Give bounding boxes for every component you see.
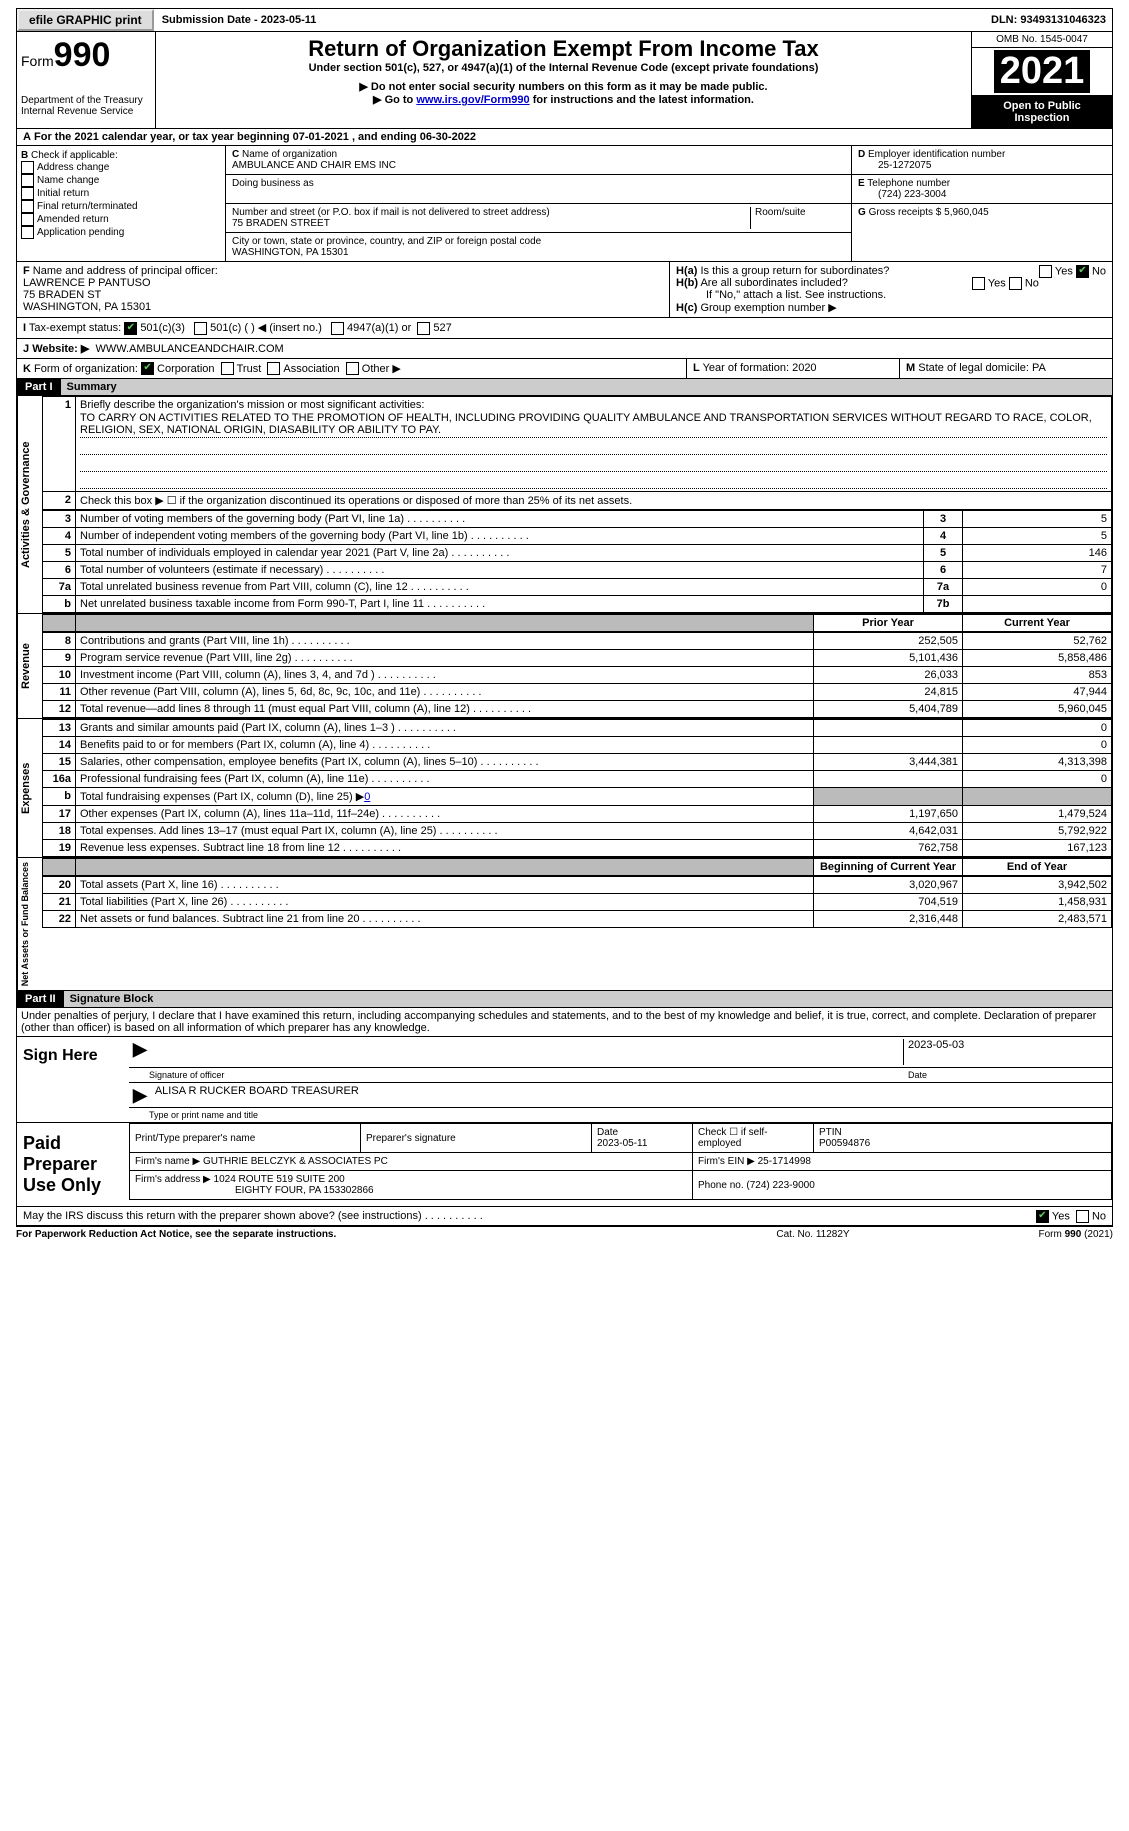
discuss-yes[interactable] <box>1036 1210 1049 1223</box>
summary-row: bTotal fundraising expenses (Part IX, co… <box>43 788 1112 806</box>
tax-4947[interactable] <box>331 322 344 335</box>
summary-row: 9Program service revenue (Part VIII, lin… <box>43 650 1112 667</box>
dept-treasury: Department of the Treasury <box>21 95 151 106</box>
expenses-section: Expenses 13Grants and similar amounts pa… <box>16 719 1113 858</box>
summary-row: 10Investment income (Part VIII, column (… <box>43 667 1112 684</box>
summary-row: 19Revenue less expenses. Subtract line 1… <box>43 840 1112 857</box>
org-other[interactable] <box>346 362 359 375</box>
org-name: AMBULANCE AND CHAIR EMS INC <box>232 160 396 171</box>
check-final[interactable] <box>21 200 34 213</box>
summary-row: 16aProfessional fundraising fees (Part I… <box>43 771 1112 788</box>
form-header: Form990 Department of the Treasury Inter… <box>16 32 1113 129</box>
summary-row: 15Salaries, other compensation, employee… <box>43 754 1112 771</box>
side-activities: Activities & Governance <box>17 396 42 613</box>
summary-row: 6Total number of volunteers (estimate if… <box>43 562 1112 579</box>
phone: (724) 223-3004 <box>858 189 946 200</box>
ha-no[interactable] <box>1076 265 1089 278</box>
summary-row: 21Total liabilities (Part X, line 26)704… <box>43 894 1112 911</box>
summary-row: 18Total expenses. Add lines 13–17 (must … <box>43 823 1112 840</box>
netassets-section: Net Assets or Fund Balances Beginning of… <box>16 858 1113 991</box>
form-subtitle: Under section 501(c), 527, or 4947(a)(1)… <box>160 62 967 74</box>
page-footer: For Paperwork Reduction Act Notice, see … <box>16 1226 1113 1240</box>
row-f-h: F Name and address of principal officer:… <box>16 262 1113 318</box>
ein: 25-1272075 <box>858 160 931 171</box>
form-title: Return of Organization Exempt From Incom… <box>160 36 967 62</box>
irs-label: Internal Revenue Service <box>21 106 151 117</box>
summary-row: 8Contributions and grants (Part VIII, li… <box>43 633 1112 650</box>
tax-501c3[interactable] <box>124 322 137 335</box>
side-expenses: Expenses <box>17 719 42 857</box>
summary-row: 22Net assets or fund balances. Subtract … <box>43 911 1112 928</box>
org-trust[interactable] <box>221 362 234 375</box>
summary-row: 13Grants and similar amounts paid (Part … <box>43 720 1112 737</box>
summary-row: 11Other revenue (Part VIII, column (A), … <box>43 684 1112 701</box>
org-corp[interactable] <box>141 362 154 375</box>
dln: DLN: 93493131046323 <box>991 14 1112 26</box>
org-city: WASHINGTON, PA 15301 <box>232 247 349 258</box>
irs-link[interactable]: www.irs.gov/Form990 <box>416 94 529 106</box>
summary-row: 5Total number of individuals employed in… <box>43 545 1112 562</box>
side-revenue: Revenue <box>17 614 42 718</box>
discuss-row: May the IRS discuss this return with the… <box>16 1207 1113 1226</box>
revenue-section: Revenue Prior YearCurrent Year 8Contribu… <box>16 614 1113 719</box>
goto-note: Go to www.irs.gov/Form990 for instructio… <box>160 93 967 106</box>
summary-row: 20Total assets (Part X, line 16)3,020,96… <box>43 877 1112 894</box>
gross-receipts: 5,960,045 <box>944 207 989 218</box>
preparer-block: Paid Preparer Use Only Print/Type prepar… <box>16 1123 1113 1207</box>
open-inspection: Open to Public Inspection <box>972 96 1112 128</box>
top-bar: efile GRAPHIC print Submission Date - 20… <box>16 8 1113 32</box>
officer-name: ALISA R RUCKER BOARD TREASURER <box>155 1085 359 1105</box>
website: WWW.AMBULANCEANDCHAIR.COM <box>95 343 283 355</box>
org-assoc[interactable] <box>267 362 280 375</box>
side-netassets: Net Assets or Fund Balances <box>17 858 42 990</box>
mission-text: TO CARRY ON ACTIVITIES RELATED TO THE PR… <box>80 411 1107 438</box>
line-a: A For the 2021 calendar year, or tax yea… <box>16 129 1113 146</box>
tax-527[interactable] <box>417 322 430 335</box>
omb-number: OMB No. 1545-0047 <box>972 32 1112 48</box>
fundraising-link[interactable]: 0 <box>364 791 370 803</box>
org-street: 75 BRADEN STREET <box>232 218 330 229</box>
summary-row: 7aTotal unrelated business revenue from … <box>43 579 1112 596</box>
sign-here-block: Sign Here ▶2023-05-03 Signature of offic… <box>16 1037 1113 1123</box>
part2-header: Part IISignature Block <box>16 991 1113 1008</box>
summary-row: 14Benefits paid to or for members (Part … <box>43 737 1112 754</box>
check-amended[interactable] <box>21 213 34 226</box>
form-number: Form990 <box>21 36 151 75</box>
ssn-note: Do not enter social security numbers on … <box>160 80 967 93</box>
discuss-no[interactable] <box>1076 1210 1089 1223</box>
summary-row: 4Number of independent voting members of… <box>43 528 1112 545</box>
efile-button[interactable]: efile GRAPHIC print <box>17 9 154 31</box>
ha-yes[interactable] <box>1039 265 1052 278</box>
summary-row: bNet unrelated business taxable income f… <box>43 596 1112 613</box>
summary-row: 17Other expenses (Part IX, column (A), l… <box>43 806 1112 823</box>
hb-yes[interactable] <box>972 277 985 290</box>
section-b-c-d: B Check if applicable: Address change Na… <box>16 146 1113 262</box>
check-initial[interactable] <box>21 187 34 200</box>
check-pending[interactable] <box>21 226 34 239</box>
submission-label: Submission Date - 2023-05-11 <box>154 14 325 26</box>
summary-row: 3Number of voting members of the governi… <box>43 511 1112 528</box>
check-address[interactable] <box>21 161 34 174</box>
check-name[interactable] <box>21 174 34 187</box>
activities-section: Activities & Governance 1 Briefly descri… <box>16 396 1113 614</box>
hb-no[interactable] <box>1009 277 1022 290</box>
summary-row: 12Total revenue—add lines 8 through 11 (… <box>43 701 1112 718</box>
tax-501c[interactable] <box>194 322 207 335</box>
part1-header: Part ISummary <box>16 379 1113 396</box>
perjury-decl: Under penalties of perjury, I declare th… <box>16 1008 1113 1037</box>
tax-year: 2021 <box>994 50 1091 93</box>
